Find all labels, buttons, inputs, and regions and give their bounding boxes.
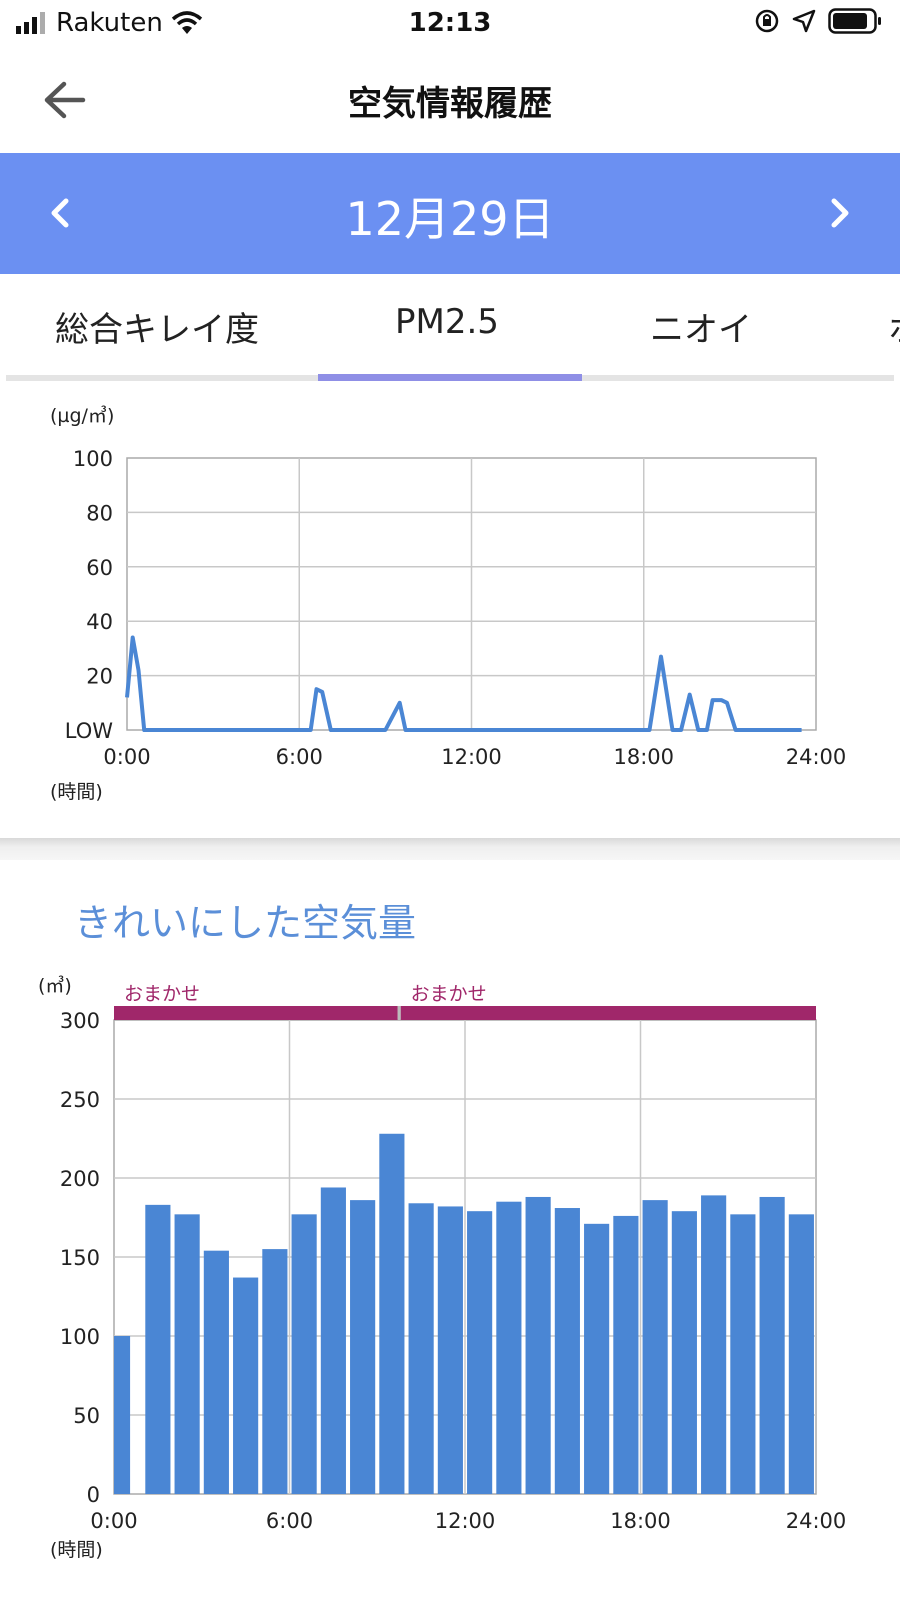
metric-tabs: 総合キレイ度 PM2.5 ニオイ ホ	[0, 274, 900, 382]
y-tick-label: 40	[86, 610, 113, 634]
wifi-icon	[171, 11, 202, 34]
section-divider	[0, 838, 900, 860]
bar-hour-20	[701, 1195, 727, 1494]
date-label: 12月29日	[345, 192, 555, 246]
bar-hour-1	[145, 1204, 171, 1494]
x-tick-label: 0:00	[90, 1509, 137, 1533]
back-button[interactable]	[36, 72, 92, 128]
x-tick-label: 18:00	[610, 1509, 671, 1533]
previous-day-button[interactable]	[30, 183, 90, 243]
bar-hour-5	[262, 1249, 288, 1494]
bar-hour-4	[233, 1277, 259, 1494]
y-tick-label: 250	[60, 1088, 100, 1112]
y-tick-label: 300	[60, 1009, 100, 1033]
bar-hour-7	[320, 1187, 346, 1494]
bar-hour-21	[730, 1214, 756, 1494]
tab-pm25[interactable]: PM2.5	[395, 302, 499, 342]
y-tick-label: LOW	[65, 719, 113, 743]
x-tick-label: 24:00	[786, 745, 847, 769]
x-tick-label: 0:00	[103, 745, 150, 769]
x-tick-label: 12:00	[441, 745, 502, 769]
tab-partial-next[interactable]: ホ	[888, 302, 900, 351]
x-tick-label: 18:00	[613, 745, 674, 769]
status-bar: Rakuten 12:13	[0, 0, 900, 50]
mode-gap	[397, 1006, 401, 1020]
bar-hour-18	[642, 1200, 668, 1494]
date-navigation: 12月29日	[0, 153, 900, 274]
x-tick-label: 6:00	[266, 1509, 313, 1533]
orientation-lock-icon	[755, 9, 779, 33]
y-tick-label: 150	[60, 1246, 100, 1270]
y-tick-label: 200	[60, 1167, 100, 1191]
bar-hour-9	[379, 1133, 405, 1494]
bar-hour-23	[788, 1214, 814, 1494]
x-tick-label: 6:00	[276, 745, 323, 769]
y-tick-label: 20	[86, 665, 113, 689]
y-tick-label: 100	[73, 447, 113, 471]
y-unit-label: (㎥)	[38, 975, 72, 997]
bar-hour-16	[584, 1223, 610, 1494]
chevron-left-icon	[51, 198, 69, 228]
location-icon	[792, 9, 816, 33]
mode-strip	[114, 1006, 398, 1020]
status-time: 12:13	[408, 8, 492, 38]
status-left: Rakuten	[16, 8, 203, 38]
y-tick-label: 60	[86, 556, 113, 580]
mode-strip	[400, 1006, 816, 1020]
cleaned-air-section-title: きれいにした空気量	[74, 901, 417, 945]
bar-hour-14	[525, 1196, 551, 1494]
battery-icon	[828, 8, 881, 34]
x-tick-label: 12:00	[435, 1509, 496, 1533]
y-unit-label: (µg/㎥)	[50, 405, 114, 427]
arrow-left-icon	[44, 81, 86, 119]
bar-hour-12	[467, 1211, 493, 1494]
bar-hour-10	[408, 1203, 434, 1494]
bar-hour-3	[203, 1250, 229, 1494]
signal-icon	[16, 12, 45, 34]
status-right	[754, 8, 882, 34]
mode-label: おまかせ	[124, 983, 200, 1005]
tab-overall-cleanliness[interactable]: 総合キレイ度	[55, 310, 259, 350]
page-title: 空気情報履歴	[348, 84, 552, 124]
carrier-name: Rakuten	[56, 8, 163, 38]
bar-hour-6	[291, 1214, 317, 1494]
cleaned-air-bar-chart: 0 50 100 150 200 250 300 0:00 6:00 12:00 18:00 24:0…	[38, 975, 847, 1561]
bar-hour-17	[613, 1215, 639, 1494]
x-axis-label: (時間)	[50, 781, 103, 803]
mode-label: おまかせ	[411, 983, 487, 1005]
active-tab-indicator	[318, 374, 582, 381]
bar-hour-19	[671, 1211, 697, 1494]
header: 空気情報履歴	[0, 50, 900, 152]
bar-hour-22	[759, 1196, 785, 1494]
y-tick-label: 100	[60, 1325, 100, 1349]
y-tick-label: 50	[73, 1404, 100, 1428]
next-day-button[interactable]	[810, 183, 870, 243]
bar-hour-13	[496, 1201, 522, 1494]
bar-hour-2	[174, 1214, 200, 1494]
bar-hour-15	[554, 1208, 580, 1494]
x-axis-label: (時間)	[50, 1539, 103, 1561]
y-tick-label: 0	[87, 1483, 100, 1507]
bar-hour-0	[114, 1336, 131, 1494]
pm25-line-chart: LOW 20 40 60 80 100 0:00 6:00 12:00 18:00 24:00 (µg…	[50, 405, 847, 803]
bar-hour-11	[437, 1206, 463, 1494]
y-tick-label: 80	[86, 501, 113, 525]
bar-hour-8	[350, 1200, 376, 1494]
chevron-right-icon	[831, 198, 849, 228]
pm25-series-line	[125, 635, 802, 732]
x-tick-label: 24:00	[786, 1509, 847, 1533]
tab-odor[interactable]: ニオイ	[650, 310, 752, 350]
